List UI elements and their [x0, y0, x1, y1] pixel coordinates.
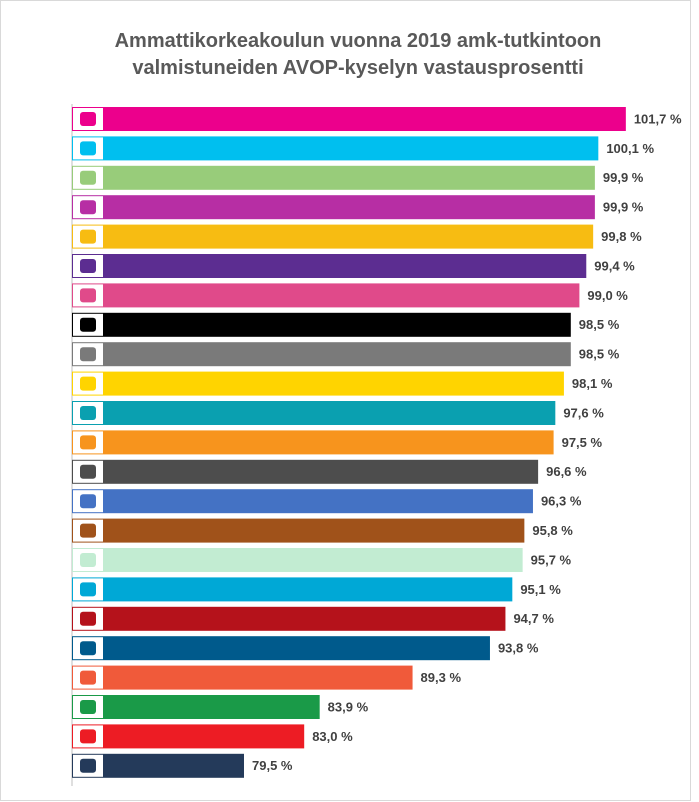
value-label: 95,8 % [532, 523, 573, 538]
value-label: 98,5 % [579, 347, 620, 362]
bar [72, 459, 539, 484]
logo-mark [80, 376, 96, 391]
chart-title: Ammattikorkeakoulun vuonna 2019 amk-tutk… [114, 30, 602, 79]
logo-mark [80, 700, 96, 714]
bar [72, 577, 513, 602]
value-label: 95,7 % [531, 552, 572, 567]
value-label: 99,8 % [601, 229, 642, 244]
value-label: 96,3 % [541, 494, 582, 509]
logo-mark [80, 170, 96, 185]
logo-mark [80, 641, 96, 656]
logo-mark [80, 758, 96, 773]
logo-mark [80, 317, 96, 332]
bar [72, 665, 413, 690]
bar [72, 518, 525, 543]
logo-mark [80, 259, 96, 273]
logo-mark [80, 406, 96, 420]
value-label: 99,9 % [603, 170, 644, 185]
value-label: 93,8 % [498, 641, 539, 656]
bar [72, 283, 580, 308]
logo-mark [80, 435, 96, 450]
value-label: 97,5 % [562, 435, 603, 450]
value-label: 98,1 % [572, 376, 613, 391]
logo-mark [80, 229, 96, 244]
logo-mark [80, 288, 96, 303]
logo-mark [80, 494, 96, 509]
logo-mark [80, 670, 96, 685]
bar [72, 371, 564, 396]
bar [72, 254, 587, 278]
value-label: 83,9 % [328, 699, 369, 714]
logo-mark [80, 112, 96, 126]
bar [72, 489, 533, 514]
bar [72, 165, 595, 190]
bar [72, 430, 554, 455]
bar [72, 606, 506, 631]
value-label: 99,9 % [603, 200, 644, 215]
logo-mark [80, 553, 96, 567]
logo-mark [80, 464, 96, 479]
value-label: 101,7 % [634, 111, 682, 126]
bar [72, 695, 320, 719]
value-label: 97,6 % [563, 405, 604, 420]
bar [72, 342, 571, 367]
bar [72, 724, 305, 749]
value-label: 95,1 % [520, 582, 561, 597]
value-label: 100,1 % [606, 141, 654, 156]
bar [72, 195, 595, 220]
logo-mark [80, 611, 96, 626]
bar [72, 636, 490, 661]
bar [72, 224, 594, 249]
value-label: 94,7 % [513, 611, 554, 626]
value-label: 96,6 % [546, 464, 587, 479]
value-label: 83,0 % [312, 729, 353, 744]
bar [72, 548, 523, 572]
logo-mark [80, 200, 96, 215]
logo-mark [80, 582, 96, 597]
bar [72, 107, 626, 131]
value-label: 99,4 % [594, 258, 635, 273]
logo-mark [80, 347, 96, 362]
logo-mark [80, 141, 96, 156]
logo-mark [80, 729, 96, 744]
bar [72, 312, 571, 337]
value-label: 79,5 % [252, 758, 293, 773]
value-label: 99,0 % [587, 288, 628, 303]
value-label: 89,3 % [421, 670, 462, 685]
bar [72, 136, 599, 161]
bar [72, 401, 556, 425]
logo-mark [80, 523, 96, 538]
value-label: 98,5 % [579, 317, 620, 332]
